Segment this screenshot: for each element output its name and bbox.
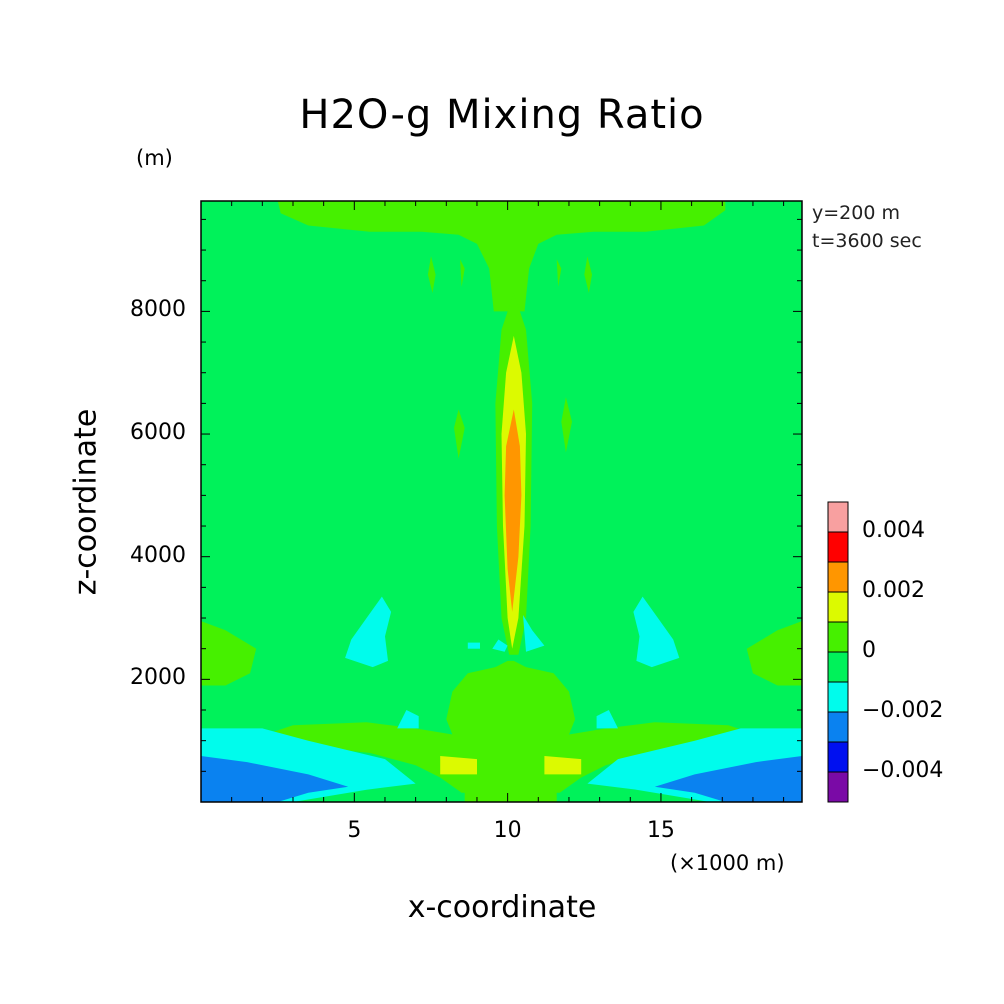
x-tick-label: 10 bbox=[493, 818, 522, 843]
colorbar-swatch bbox=[827, 531, 849, 563]
colorbar-swatch bbox=[827, 711, 849, 743]
y-tick-label: 8000 bbox=[130, 297, 186, 323]
colorbar-swatch bbox=[827, 741, 849, 773]
contour-region-right-side-spike bbox=[561, 397, 572, 453]
colorbar-label: 0.004 bbox=[862, 518, 925, 543]
contour-region-left-low-yellow bbox=[440, 756, 477, 775]
x-unit-label: (×1000 m) bbox=[670, 851, 785, 875]
contour-region-lower-green-body bbox=[265, 660, 756, 793]
contour-region-left-edge-green bbox=[201, 621, 257, 686]
axis-ticks bbox=[201, 201, 802, 802]
colorbar-label: −0.004 bbox=[862, 758, 944, 783]
contour-region-column-orange bbox=[504, 409, 522, 612]
chart-title: H2O-g Mixing Ratio bbox=[299, 92, 705, 138]
y-tick-label: 2000 bbox=[130, 665, 186, 691]
colorbar-swatch bbox=[827, 771, 849, 803]
annotation-time: t=3600 sec bbox=[812, 230, 922, 252]
plot-frame bbox=[200, 200, 803, 803]
contour-region-right-mid-blob bbox=[633, 596, 680, 668]
contour-region-center-lower-blue-3 bbox=[467, 642, 480, 649]
z-unit-label: (m) bbox=[136, 146, 173, 170]
colorbar-label: 0.002 bbox=[862, 578, 925, 603]
contour-fills bbox=[201, 201, 802, 802]
contour-region-center-lower-blue-2 bbox=[523, 615, 545, 652]
x-axis-label: x-coordinate bbox=[407, 890, 597, 925]
colorbar-swatch bbox=[827, 561, 849, 593]
contour-region-center-lower-blue bbox=[492, 639, 508, 652]
contour-region-right-bottom-blue bbox=[654, 756, 802, 802]
colorbar-swatch bbox=[827, 651, 849, 683]
contour-region-right-edge-green bbox=[746, 621, 802, 686]
contour-region-right-small-blue bbox=[596, 710, 618, 729]
contour-region-upper-right-strand bbox=[584, 256, 592, 293]
y-tick-label: 6000 bbox=[130, 420, 186, 446]
contour-region-upper-left-strand-2 bbox=[460, 259, 465, 287]
colorbar-swatch bbox=[827, 681, 849, 713]
x-tick-label: 15 bbox=[646, 818, 675, 843]
colorbar-swatch bbox=[827, 621, 849, 653]
contour-region-left-bottom-blue bbox=[201, 756, 349, 802]
contour-region-left-side-spike bbox=[454, 409, 465, 459]
contour-region-upper-right-strand-2 bbox=[556, 259, 562, 287]
contour-region-right-low-yellow bbox=[544, 756, 582, 775]
contour-region-bottom-center-green bbox=[464, 789, 557, 802]
contour-region-left-small-blue bbox=[397, 710, 419, 729]
contour-region-left-mid-blob bbox=[345, 596, 392, 668]
annotation-y: y=200 m bbox=[812, 202, 900, 224]
colorbar-swatch bbox=[827, 501, 849, 533]
colorbar bbox=[827, 501, 849, 803]
colorbar-label: 0 bbox=[862, 638, 876, 663]
colorbar-swatch bbox=[827, 591, 849, 623]
x-tick-label: 5 bbox=[347, 818, 362, 843]
y-tick-label: 4000 bbox=[130, 542, 186, 568]
contour-region-upper-left-strand bbox=[427, 256, 436, 293]
contour-region-top-band bbox=[277, 201, 726, 312]
colorbar-label: −0.002 bbox=[862, 698, 944, 723]
